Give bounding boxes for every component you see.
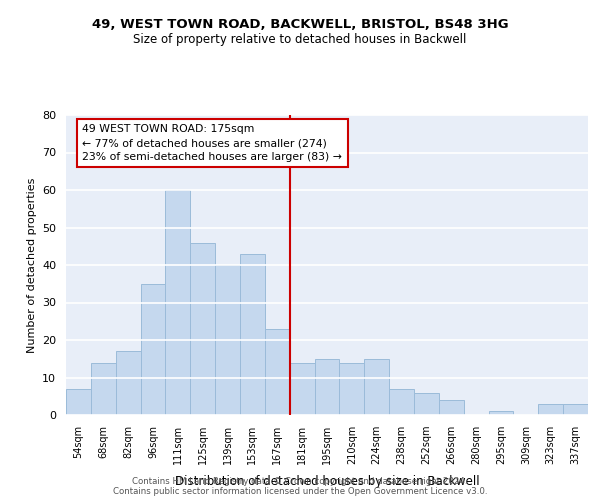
Bar xyxy=(166,190,190,415)
Bar xyxy=(190,242,215,415)
Bar xyxy=(439,400,464,415)
Bar xyxy=(140,284,166,415)
Text: 49, WEST TOWN ROAD, BACKWELL, BRISTOL, BS48 3HG: 49, WEST TOWN ROAD, BACKWELL, BRISTOL, B… xyxy=(92,18,508,30)
Bar xyxy=(116,351,140,415)
Bar xyxy=(563,404,588,415)
Bar xyxy=(414,392,439,415)
Bar xyxy=(265,329,290,415)
Text: 49 WEST TOWN ROAD: 175sqm
← 77% of detached houses are smaller (274)
23% of semi: 49 WEST TOWN ROAD: 175sqm ← 77% of detac… xyxy=(82,124,342,162)
X-axis label: Distribution of detached houses by size in Backwell: Distribution of detached houses by size … xyxy=(175,476,479,488)
Bar xyxy=(538,404,563,415)
Bar xyxy=(488,411,514,415)
Text: Contains public sector information licensed under the Open Government Licence v3: Contains public sector information licen… xyxy=(113,488,487,496)
Text: Contains HM Land Registry data © Crown copyright and database right 2024.: Contains HM Land Registry data © Crown c… xyxy=(132,478,468,486)
Text: Size of property relative to detached houses in Backwell: Size of property relative to detached ho… xyxy=(133,32,467,46)
Y-axis label: Number of detached properties: Number of detached properties xyxy=(26,178,37,352)
Bar xyxy=(66,389,91,415)
Bar xyxy=(240,254,265,415)
Bar xyxy=(91,362,116,415)
Bar xyxy=(340,362,364,415)
Bar xyxy=(314,359,340,415)
Bar xyxy=(364,359,389,415)
Bar xyxy=(290,362,314,415)
Bar xyxy=(389,389,414,415)
Bar xyxy=(215,265,240,415)
